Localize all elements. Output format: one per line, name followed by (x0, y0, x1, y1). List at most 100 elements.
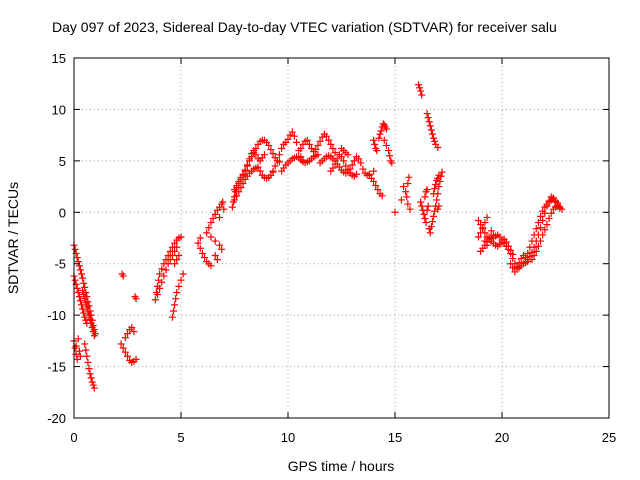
data-point (172, 295, 180, 303)
data-point (507, 249, 515, 257)
series-tracks_morning (151, 198, 228, 321)
data-point (424, 202, 432, 210)
data-point (121, 334, 129, 342)
data-point (481, 219, 489, 227)
data-point (487, 234, 495, 242)
data-point (404, 200, 412, 208)
data-point (201, 254, 209, 262)
data-point (312, 146, 320, 154)
data-point (76, 352, 84, 360)
series-tracks_evening (474, 193, 566, 276)
data-point (374, 186, 382, 194)
y-tick-label: -10 (47, 308, 66, 323)
data-point (273, 157, 281, 165)
data-point (81, 313, 89, 321)
data-point (132, 295, 140, 303)
data-point (198, 249, 206, 257)
data-point (76, 266, 84, 274)
data-point (331, 160, 339, 168)
data-point (378, 192, 386, 200)
data-point (426, 122, 434, 130)
data-point (373, 147, 381, 155)
data-point (418, 91, 426, 99)
data-point (483, 213, 491, 221)
data-point (213, 256, 221, 264)
data-point (84, 358, 92, 366)
data-point (171, 301, 179, 309)
data-point (438, 168, 446, 176)
data-point (376, 130, 384, 138)
data-point (275, 151, 283, 159)
data-point (504, 245, 512, 253)
data-point (252, 151, 260, 159)
data-point (71, 245, 79, 253)
data-point (173, 289, 181, 297)
data-point (243, 161, 251, 169)
data-point (156, 270, 164, 278)
data-point (477, 229, 485, 237)
data-point (117, 340, 125, 348)
series-tracks_early (70, 241, 140, 392)
data-point (425, 118, 433, 126)
data-point (88, 378, 96, 386)
data-point (211, 237, 219, 245)
data-point (426, 229, 434, 237)
data-point (86, 315, 94, 323)
data-point (547, 209, 555, 217)
data-point (338, 153, 345, 161)
data-point (239, 170, 247, 178)
data-point (352, 170, 360, 178)
data-point (83, 352, 91, 360)
data-point (278, 145, 286, 153)
data-point (158, 265, 166, 273)
data-point (385, 147, 393, 155)
data-point (415, 81, 423, 89)
chart-title: Day 097 of 2023, Sidereal Day-to-day VTE… (52, 19, 557, 35)
data-point (375, 134, 383, 142)
data-point (74, 289, 82, 297)
data-point (220, 205, 228, 213)
data-point (160, 272, 168, 280)
data-point (532, 225, 540, 233)
data-point (254, 163, 262, 171)
x-tick-label: 25 (602, 430, 616, 445)
data-point (75, 293, 83, 301)
data-point (515, 259, 523, 267)
data-point (348, 161, 356, 169)
data-point (128, 323, 136, 331)
data-point (293, 138, 301, 146)
data-point (205, 224, 213, 232)
data-point (513, 265, 521, 273)
data-point (250, 147, 258, 155)
data-point (534, 219, 542, 227)
data-point (164, 260, 172, 268)
data-point (416, 84, 424, 92)
data-point (402, 188, 410, 196)
data-point (177, 233, 185, 241)
data-point (380, 136, 388, 144)
data-point (405, 173, 413, 181)
data-point (88, 323, 96, 331)
data-point (534, 242, 542, 250)
x-tick-label: 15 (388, 430, 402, 445)
data-point (382, 125, 390, 133)
y-tick-label: 0 (59, 205, 66, 220)
data-point (558, 205, 566, 213)
data-point (424, 114, 432, 122)
data-point (344, 151, 352, 159)
y-axis-label: SDTVAR / TECUs (5, 182, 21, 294)
data-point (290, 132, 298, 140)
data-point (71, 276, 79, 284)
data-point (239, 179, 247, 187)
data-point (89, 328, 97, 336)
data-point (537, 224, 545, 232)
data-point (77, 270, 85, 278)
data-point (431, 185, 439, 193)
data-point (179, 270, 187, 278)
data-point (119, 272, 127, 280)
data-point (82, 299, 90, 307)
data-point (73, 254, 81, 262)
data-point (228, 203, 236, 211)
data-point (175, 251, 183, 259)
data-point (524, 249, 532, 257)
